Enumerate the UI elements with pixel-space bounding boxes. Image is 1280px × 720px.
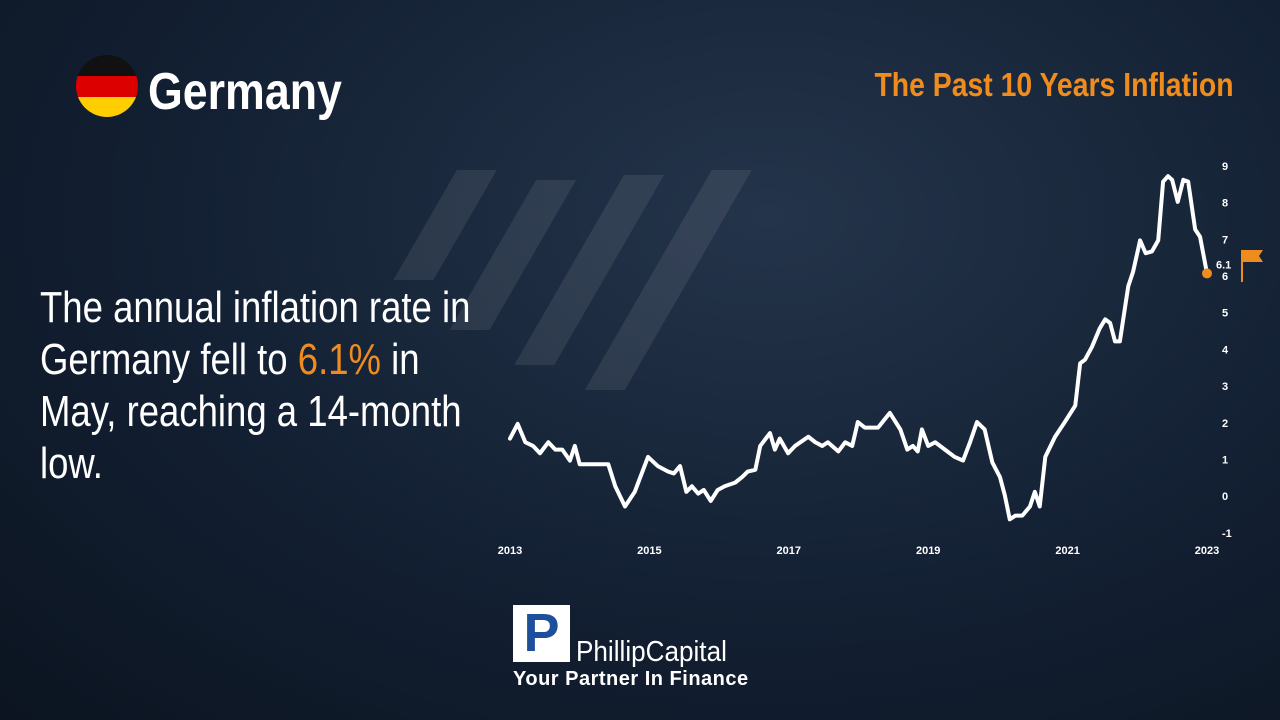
x-tick-label: 2021: [1055, 545, 1079, 557]
statement: The annual inflation rate in Germany fel…: [40, 282, 472, 490]
y-tick-label: 9: [1222, 161, 1228, 173]
y-tick-label: 6: [1222, 271, 1228, 283]
x-tick-label: 2023: [1195, 545, 1219, 557]
x-tick-label: 2019: [916, 545, 940, 557]
y-tick-label: 4: [1222, 344, 1229, 356]
logo-mark: P: [513, 605, 570, 662]
x-tick-label: 2015: [637, 545, 661, 557]
country-name: Germany: [148, 63, 342, 121]
statement-highlight: 6.1%: [297, 335, 382, 384]
x-tick-label: 2017: [777, 545, 801, 557]
end-marker: [1202, 268, 1212, 279]
y-tick-label: -1: [1222, 528, 1232, 540]
line-series: [508, 174, 1209, 522]
y-tick-label: 7: [1222, 234, 1228, 246]
end-value-label: 6.1: [1216, 259, 1231, 271]
logo-name: PhillipCapital: [576, 636, 727, 668]
end-flag: [1241, 250, 1263, 282]
y-tick-label: 2: [1222, 418, 1228, 430]
flag-icon: [76, 55, 138, 117]
y-tick-label: 1: [1222, 455, 1228, 467]
chart-title: The Past 10 Years Inflation: [874, 66, 1234, 103]
x-tick-label: 2013: [498, 545, 522, 557]
y-tick-label: 5: [1222, 308, 1228, 320]
statement-text: in May, reaching a 14-month low.: [40, 335, 462, 488]
y-tick-label: 3: [1222, 381, 1228, 393]
logo-tagline: Your Partner In Finance: [513, 668, 749, 690]
y-tick-label: 0: [1222, 491, 1228, 503]
y-tick-label: 8: [1222, 198, 1228, 210]
statement-text: The annual inflation rate in Germany fel…: [40, 283, 471, 384]
